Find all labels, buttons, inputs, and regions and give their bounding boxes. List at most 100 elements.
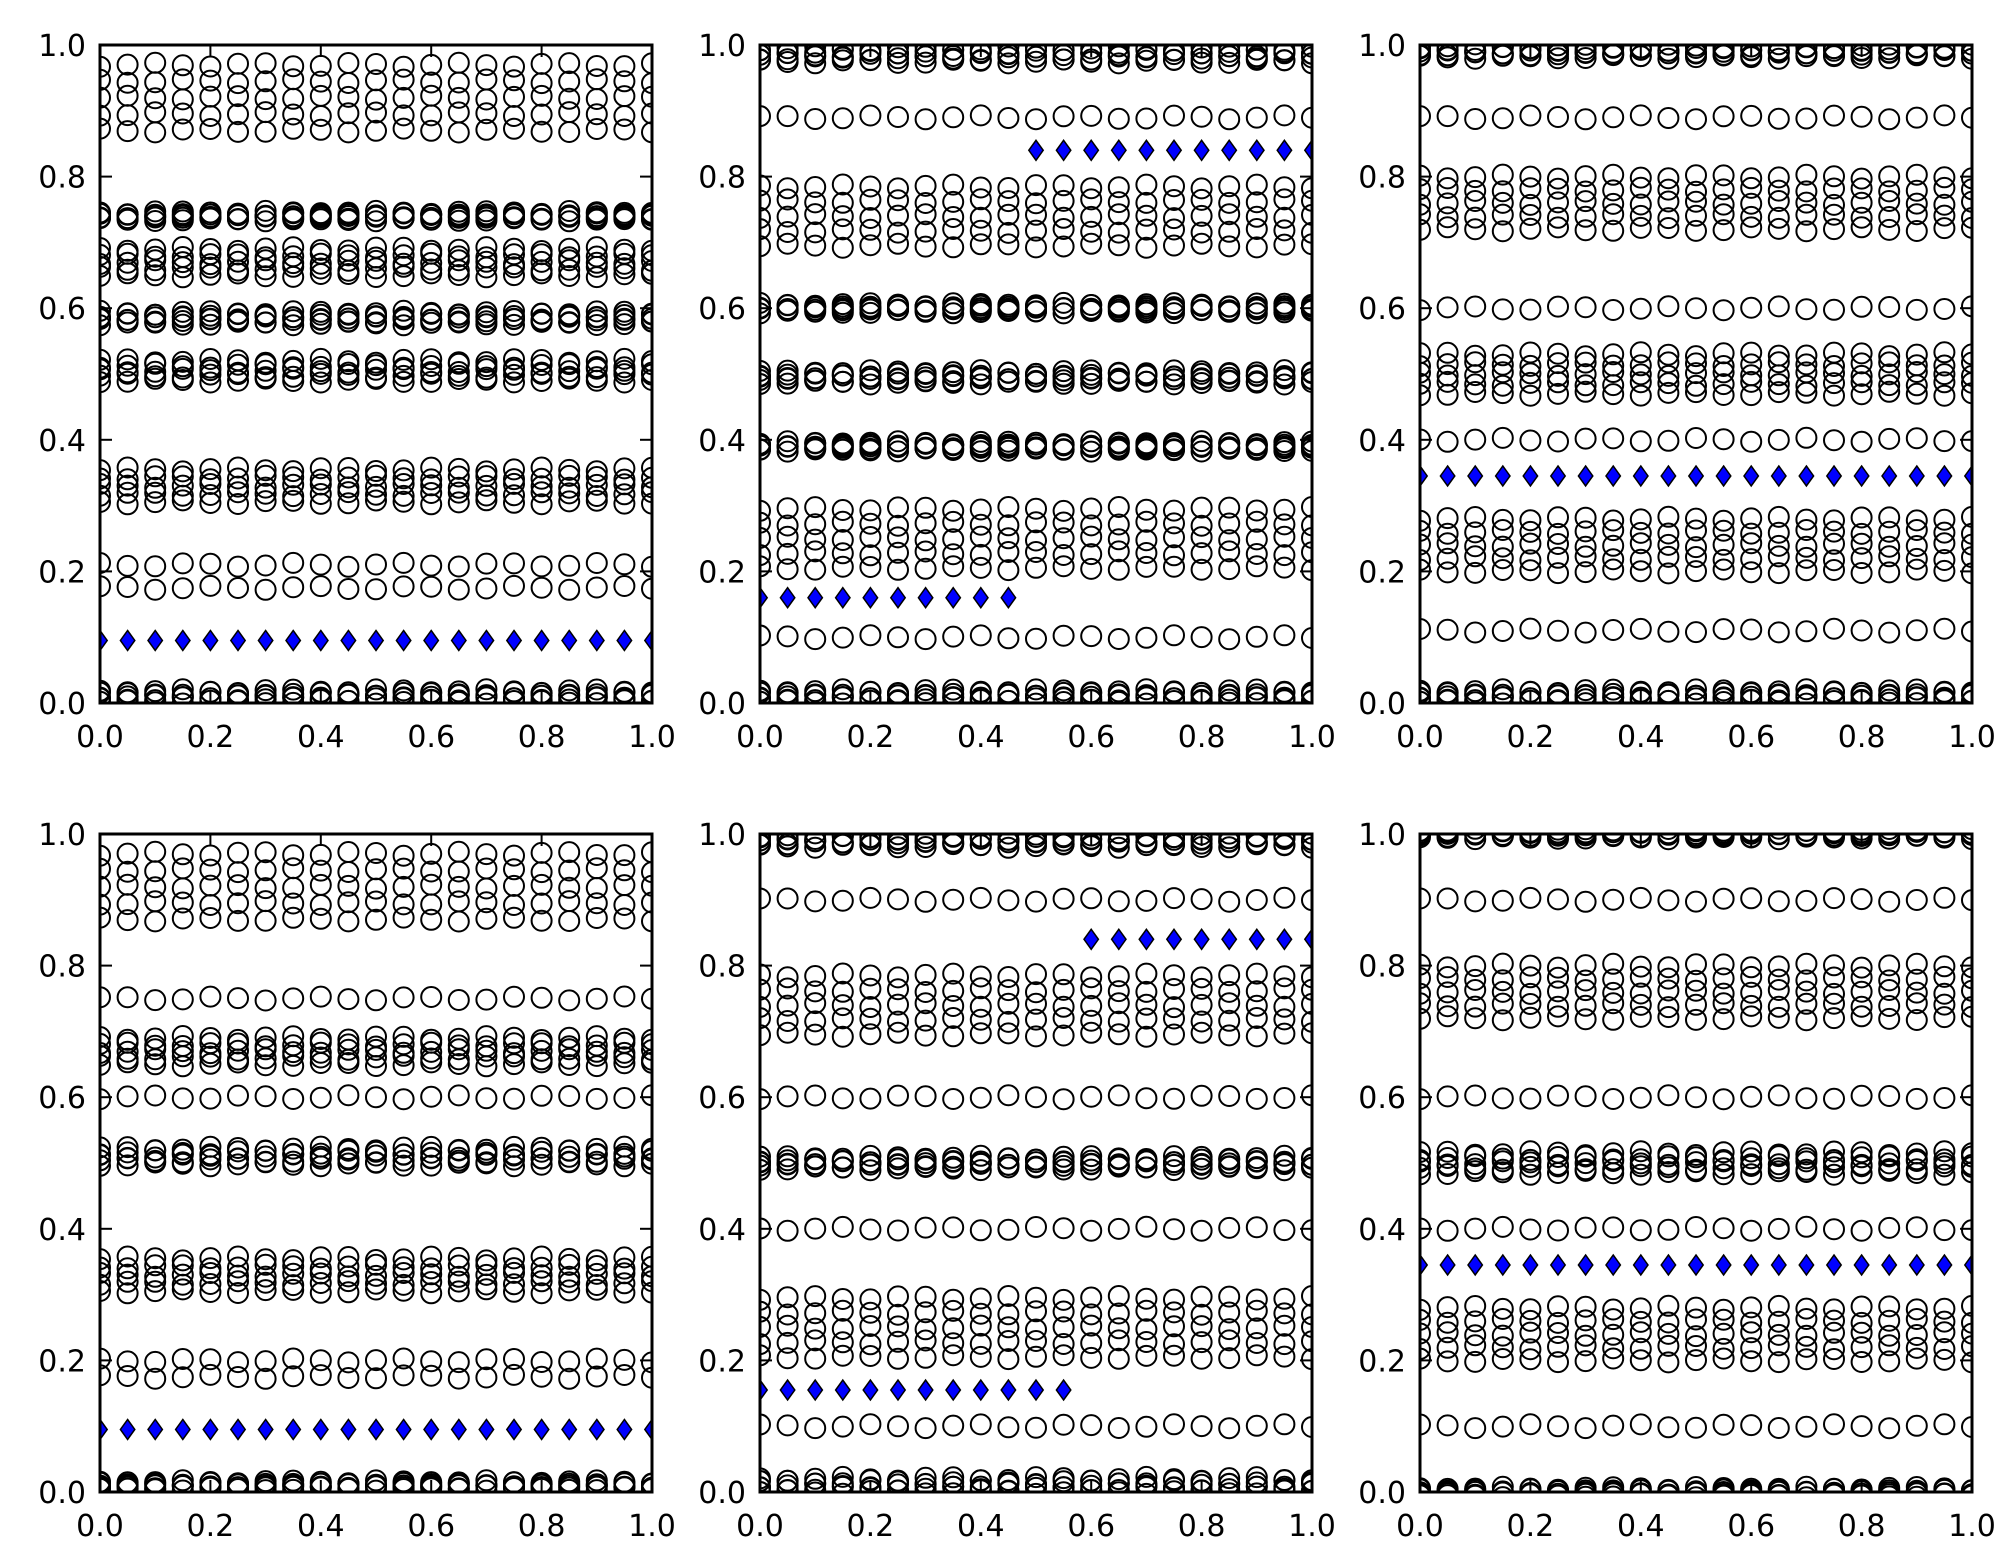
data-point-circle [1961, 295, 1972, 318]
data-point-circle [420, 682, 443, 703]
data-point-circle [100, 86, 111, 109]
data-point-circle [804, 528, 827, 551]
data-point-circle [1574, 351, 1597, 374]
data-point-circle [997, 979, 1020, 1002]
data-point-circle [530, 467, 553, 490]
data-point-circle [1602, 619, 1625, 641]
data-point-circle [613, 1142, 636, 1165]
data-point-circle [392, 875, 415, 898]
data-point-circle [530, 202, 553, 225]
data-point-circle [475, 684, 498, 703]
data-point-circle [1878, 108, 1901, 131]
data-point-circle [1933, 1310, 1956, 1333]
data-point-circle [447, 205, 470, 228]
data-point-circle [1547, 995, 1569, 1018]
data-point-circle [804, 367, 827, 390]
data-point-circle [1107, 836, 1130, 859]
data-point-circle [558, 265, 581, 287]
data-point-diamond [1881, 464, 1898, 488]
data-point-circle [1574, 535, 1597, 558]
data-point-circle [1685, 1086, 1707, 1109]
data-point-circle [1436, 1414, 1459, 1437]
data-point-circle [100, 893, 111, 916]
data-point-circle [1767, 1217, 1790, 1240]
data-point-circle [887, 1219, 909, 1242]
circle-row-5 [100, 1135, 652, 1178]
data-point-circle [365, 1278, 387, 1301]
data-point-circle [282, 1347, 305, 1370]
data-point-circle [1273, 1008, 1296, 1031]
data-point-circle [969, 104, 992, 127]
data-point-circle [760, 995, 771, 1018]
data-point-circle [1519, 384, 1542, 407]
data-point-circle [530, 1147, 553, 1170]
data-point-circle [1025, 45, 1047, 68]
data-point-diamond [450, 629, 467, 652]
data-point-circle [420, 908, 443, 931]
circle-row-4 [760, 1215, 1312, 1242]
data-point-circle [1712, 178, 1735, 201]
data-point-circle [1273, 556, 1296, 579]
data-point-circle [1905, 952, 1928, 975]
data-point-circle [1190, 1084, 1213, 1107]
data-point-circle [558, 1085, 581, 1107]
data-point-circle [1025, 1216, 1047, 1238]
data-point-circle [100, 844, 111, 867]
data-point-circle [1933, 532, 1956, 555]
data-point-circle [530, 84, 553, 107]
data-point-circle [1301, 430, 1312, 453]
data-point-circle [503, 874, 525, 897]
data-point-circle [1218, 834, 1241, 850]
y-tick-label: 0.6 [38, 292, 86, 327]
data-point-circle [1163, 1333, 1185, 1356]
data-point-circle [914, 220, 937, 243]
data-point-circle [914, 1466, 937, 1489]
data-point-circle [1245, 191, 1268, 214]
data-point-circle [309, 553, 332, 576]
data-point-circle [1602, 678, 1625, 701]
data-point-circle [1961, 889, 1972, 912]
data-point-circle [1712, 193, 1735, 216]
data-point-circle [1052, 218, 1075, 240]
data-point-circle [282, 1137, 305, 1160]
data-point-circle [309, 1086, 332, 1109]
data-point-circle [100, 253, 111, 275]
data-point-circle [1712, 953, 1735, 976]
data-point-circle [585, 460, 608, 483]
data-point-circle [1547, 1311, 1569, 1334]
data-point-circle [100, 202, 111, 225]
data-point-circle [1685, 692, 1707, 703]
data-point-circle [1135, 1472, 1158, 1492]
data-point-circle [1657, 178, 1680, 201]
data-point-circle [1961, 382, 1972, 405]
data-point-circle [1245, 236, 1268, 259]
data-point-circle [1163, 365, 1185, 388]
data-point-circle [254, 859, 277, 882]
data-point-diamond [1798, 1253, 1815, 1277]
data-point-circle [1823, 1348, 1845, 1370]
data-point-circle [1025, 174, 1047, 197]
data-point-circle [969, 1086, 992, 1109]
data-point-circle [558, 554, 581, 577]
data-point-circle [1420, 618, 1431, 640]
data-point-circle [171, 692, 194, 703]
data-point-circle [199, 484, 222, 506]
data-point-circle [116, 84, 139, 107]
data-point-circle [1273, 1333, 1296, 1356]
data-point-circle [503, 105, 525, 127]
data-point-circle [282, 87, 305, 110]
data-point-circle [1685, 953, 1707, 976]
data-point-circle [804, 1481, 827, 1492]
data-point-circle [585, 485, 608, 507]
data-point-circle [1795, 298, 1818, 321]
data-point-circle [1574, 969, 1597, 992]
data-point-circle [1961, 364, 1972, 387]
data-point-circle [1906, 834, 1928, 843]
data-point-circle [887, 221, 909, 244]
data-point-circle [1961, 533, 1972, 556]
data-point-circle [1107, 1468, 1130, 1491]
data-point-circle [475, 465, 498, 488]
data-point-circle [1712, 1337, 1735, 1360]
data-point-circle [1301, 978, 1312, 1001]
data-point-circle [641, 239, 652, 262]
